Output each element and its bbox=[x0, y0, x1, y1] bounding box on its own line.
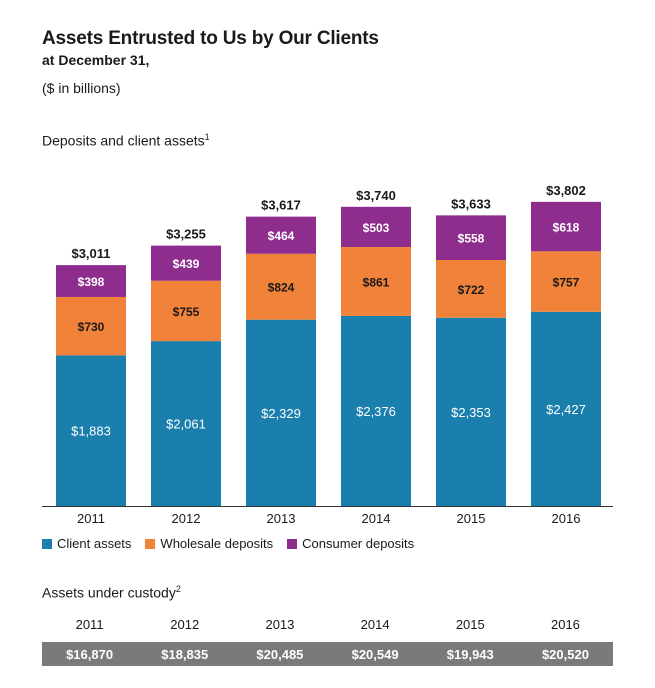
legend-item-consumer-deposits: Consumer deposits bbox=[287, 536, 414, 551]
units-label: ($ in billions) bbox=[42, 80, 121, 96]
bar-segment-consumer-deposits bbox=[436, 215, 506, 260]
data-label-consumer-deposits: $618 bbox=[553, 221, 580, 235]
legend-swatch bbox=[287, 538, 298, 549]
legend-label: Consumer deposits bbox=[302, 536, 415, 551]
total-label: $3,740 bbox=[356, 188, 396, 203]
bar-segment-client-assets bbox=[436, 317, 506, 506]
data-label-consumer-deposits: $398 bbox=[78, 275, 105, 289]
legend-swatch bbox=[42, 538, 52, 549]
custody-value: $20,549 bbox=[351, 646, 399, 662]
legend-item-wholesale-deposits: Wholesale deposits bbox=[145, 536, 273, 551]
stacked-bar-chart: $1,883 $730 $398 $3,011 2011 $2,061 $755 $439 $3… bbox=[42, 183, 613, 526]
total-label: $3,255 bbox=[166, 227, 206, 242]
bar-segment-client-assets bbox=[151, 341, 221, 506]
data-label-client-assets: $1,883 bbox=[71, 424, 111, 439]
x-tick-label: 2014 bbox=[362, 511, 391, 526]
legend: Client assets Wholesale deposits Consume… bbox=[42, 536, 428, 551]
chart-title: Assets Entrusted to Us by Our Clients bbox=[42, 28, 379, 49]
legend-swatch bbox=[145, 538, 156, 549]
custody-year: 2013 bbox=[265, 617, 295, 632]
total-label: $3,617 bbox=[261, 198, 301, 213]
bar-segment-client-assets bbox=[56, 355, 126, 506]
x-tick-label: 2012 bbox=[172, 511, 201, 526]
data-label-consumer-deposits: $464 bbox=[268, 229, 295, 243]
bar-segment-client-assets bbox=[531, 311, 601, 506]
custody-year: 2014 bbox=[360, 617, 390, 632]
total-label: $3,802 bbox=[546, 183, 586, 198]
bar-segment-wholesale-deposits bbox=[246, 253, 316, 320]
bar-segment-wholesale-deposits bbox=[531, 251, 601, 312]
total-label: $3,011 bbox=[71, 246, 110, 261]
chart-subtitle: at December 31, bbox=[42, 52, 150, 68]
footnote-marker: 2 bbox=[175, 584, 181, 594]
custody-value-bar: $16,870 $18,835 $20,485 $20,549 $19,943 … bbox=[42, 642, 613, 666]
data-label-consumer-deposits: $558 bbox=[458, 232, 485, 246]
custody-year: 2011 bbox=[75, 617, 104, 632]
bar-segment-consumer-deposits bbox=[151, 245, 221, 281]
bar-segment-consumer-deposits bbox=[341, 206, 411, 248]
bar-segment-client-assets bbox=[341, 315, 411, 506]
deposits-section-title: Deposits and client assets1 bbox=[42, 132, 210, 149]
custody-value: $20,520 bbox=[541, 646, 589, 662]
custody-year-row: 2011 2012 2013 2014 2015 2016 bbox=[42, 617, 613, 632]
bar-segment-client-assets bbox=[246, 319, 316, 506]
data-label-client-assets: $2,329 bbox=[261, 406, 301, 421]
data-label-wholesale-deposits: $824 bbox=[268, 281, 295, 295]
data-label-wholesale-deposits: $757 bbox=[553, 276, 580, 290]
bar-segment-wholesale-deposits bbox=[56, 296, 126, 356]
legend-item-client-assets: Client assets bbox=[42, 536, 131, 551]
custody-section-title-text: Assets under custody bbox=[42, 584, 176, 601]
data-label-wholesale-deposits: $755 bbox=[173, 305, 200, 319]
data-label-wholesale-deposits: $861 bbox=[363, 275, 390, 289]
bar-segment-wholesale-deposits bbox=[151, 280, 221, 342]
data-label-client-assets: $2,353 bbox=[451, 405, 491, 420]
data-label-consumer-deposits: $503 bbox=[363, 221, 390, 235]
custody-value: $18,835 bbox=[161, 646, 209, 662]
x-tick-label: 2011 bbox=[77, 511, 105, 526]
data-label-wholesale-deposits: $730 bbox=[78, 320, 105, 334]
total-label: $3,633 bbox=[451, 196, 491, 211]
data-label-client-assets: $2,376 bbox=[356, 404, 396, 419]
custody-year: 2016 bbox=[550, 617, 580, 632]
x-tick-label: 2013 bbox=[267, 511, 296, 526]
bar-segment-wholesale-deposits bbox=[341, 247, 411, 316]
custody-year: 2015 bbox=[455, 617, 485, 632]
bar-segment-consumer-deposits bbox=[246, 216, 316, 254]
footnote-marker: 1 bbox=[204, 132, 210, 142]
bar-segment-consumer-deposits bbox=[56, 265, 126, 297]
data-label-client-assets: $2,427 bbox=[546, 402, 586, 417]
legend-label: Client assets bbox=[57, 536, 132, 551]
deposits-section-title-text: Deposits and client assets bbox=[42, 132, 205, 149]
bar-segment-consumer-deposits bbox=[531, 201, 601, 252]
data-label-wholesale-deposits: $722 bbox=[458, 283, 485, 297]
custody-value: $16,870 bbox=[66, 646, 114, 662]
x-tick-label: 2015 bbox=[457, 511, 486, 526]
data-label-consumer-deposits: $439 bbox=[173, 257, 200, 271]
custody-value: $19,943 bbox=[446, 646, 494, 662]
custody-year: 2012 bbox=[170, 617, 200, 632]
custody-value: $20,485 bbox=[256, 646, 304, 662]
legend-label: Wholesale deposits bbox=[160, 536, 274, 551]
x-tick-label: 2016 bbox=[552, 511, 581, 526]
custody-section-title: Assets under custody2 bbox=[42, 584, 181, 601]
bar-segment-wholesale-deposits bbox=[436, 260, 506, 318]
data-label-client-assets: $2,061 bbox=[166, 417, 206, 432]
